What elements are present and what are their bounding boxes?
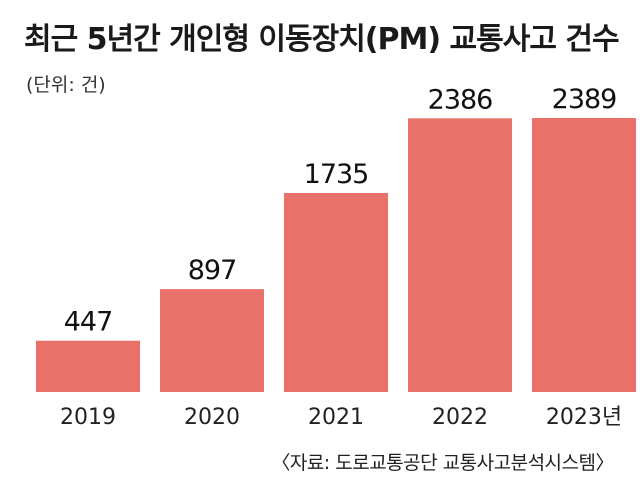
bar-2022 (408, 118, 512, 392)
value-label-2023년: 2389 (552, 84, 617, 115)
bar-2019 (36, 340, 140, 392)
value-label-2022: 2386 (428, 84, 493, 115)
value-label-2020: 897 (188, 255, 237, 286)
bars-group (36, 118, 636, 392)
value-labels-group: 447 897 1735 2386 2389 (64, 84, 618, 338)
category-label-2020: 2020 (184, 405, 240, 430)
bar-2023년 (532, 118, 636, 392)
chart-title: 최근 5년간 개인형 이동장치(PM) 교통사고 건수 (24, 22, 620, 57)
category-labels-group: 2019 2020 2021 2022 2023년 (60, 405, 622, 430)
category-label-2021: 2021 (308, 405, 364, 430)
category-label-2023년: 2023년 (546, 405, 622, 430)
value-label-2021: 1735 (304, 159, 369, 190)
category-label-2019: 2019 (60, 405, 116, 430)
source-note: 〈자료: 도로교통공단 교통사고분석시스템〉 (271, 452, 614, 474)
bar-2021 (284, 193, 388, 392)
unit-note: (단위: 건) (26, 74, 106, 96)
bar-2020 (160, 289, 264, 392)
category-label-2022: 2022 (432, 405, 488, 430)
value-label-2019: 447 (64, 307, 113, 338)
